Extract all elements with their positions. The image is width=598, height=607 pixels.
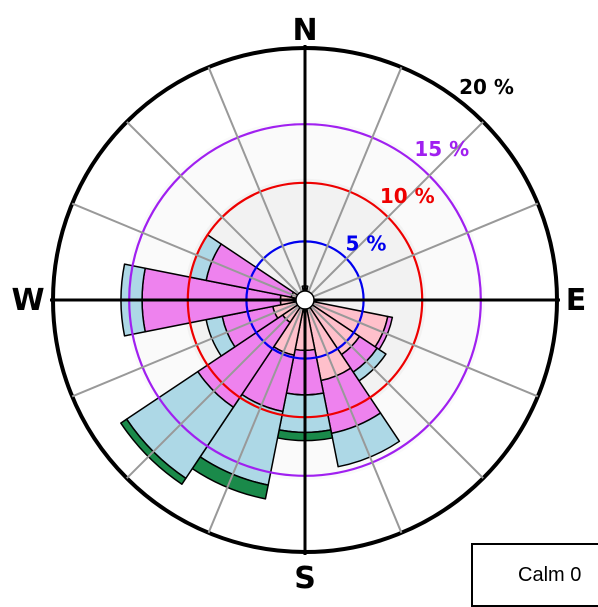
ring-label-5: 5 % <box>345 232 386 256</box>
petal-wnw <box>189 234 299 299</box>
spoke-layer <box>71 66 539 534</box>
spoke-line <box>312 302 539 398</box>
label-layer: N S W E 5 % 10 % 15 % 20 % <box>11 13 586 589</box>
wind-rose-chart: N S W E 5 % 10 % 15 % 20 % <box>11 13 586 589</box>
spoke-line <box>126 121 300 295</box>
spoke-line <box>310 305 484 479</box>
spoke-line <box>307 307 403 534</box>
ring-label-15: 15 % <box>414 137 469 161</box>
axis-layer <box>50 45 560 555</box>
west-label: W <box>11 283 44 318</box>
ring-label-20: 20 % <box>459 75 514 99</box>
petal-segment <box>330 412 401 468</box>
spoke-line <box>126 305 300 479</box>
spoke-line <box>207 66 303 293</box>
north-label: N <box>292 13 317 48</box>
calm-legend-box: Calm 0 <box>471 543 598 607</box>
spoke-line <box>71 302 298 398</box>
spoke-line <box>310 121 484 295</box>
center-hole <box>295 290 315 310</box>
spoke-line <box>71 202 298 298</box>
calm-label: Calm 0 <box>518 564 582 586</box>
south-label: S <box>294 561 316 589</box>
spoke-line <box>207 307 303 534</box>
spoke-line <box>312 202 539 298</box>
east-label: E <box>566 283 587 318</box>
spoke-line <box>307 66 403 293</box>
ring-label-10: 10 % <box>380 184 435 208</box>
